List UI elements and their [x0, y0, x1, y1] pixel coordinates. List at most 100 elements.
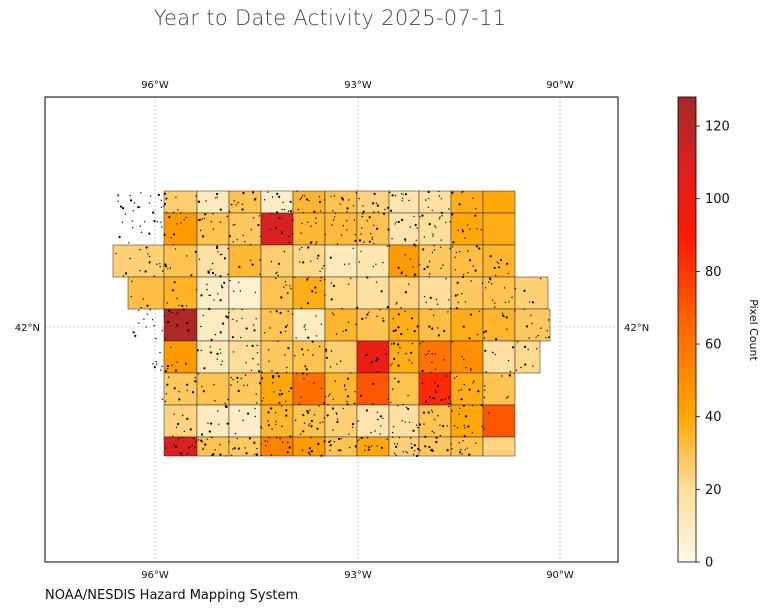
fire-point: [461, 293, 463, 295]
fire-point: [286, 366, 288, 369]
fire-point: [482, 331, 485, 334]
fire-point: [453, 377, 456, 379]
fire-point: [232, 318, 234, 320]
fire-point: [264, 440, 266, 442]
fire-point: [311, 241, 313, 243]
fire-point: [275, 272, 277, 275]
fire-point: [356, 440, 358, 442]
fire-point: [242, 191, 245, 195]
county-cell: [292, 276, 326, 310]
fire-point: [213, 384, 215, 386]
county-cell: [418, 190, 452, 214]
fire-point: [401, 271, 403, 273]
fire-point: [325, 356, 328, 359]
fire-point: [292, 219, 294, 222]
county-cell: [482, 436, 516, 457]
fire-point: [337, 437, 341, 441]
fire-point: [252, 357, 254, 360]
fire-point: [304, 324, 306, 326]
fire-point: [219, 331, 222, 334]
fire-point: [229, 210, 231, 213]
county-cell: [356, 308, 390, 342]
fire-point: [390, 364, 392, 366]
fire-point: [299, 199, 301, 201]
fire-point: [408, 359, 410, 361]
fire-point: [497, 262, 500, 265]
fire-point: [276, 437, 278, 439]
fire-point: [373, 192, 376, 195]
fire-point: [207, 271, 210, 274]
fire-point: [448, 396, 450, 398]
fire-point: [297, 208, 299, 211]
fire-point: [343, 385, 346, 387]
fire-point: [155, 337, 157, 340]
fire-point: [375, 281, 378, 283]
county-cell: [260, 308, 294, 342]
fire-point: [354, 445, 357, 448]
fire-point: [484, 287, 487, 289]
county-cell: [324, 212, 358, 246]
fire-point: [218, 423, 220, 425]
fire-point: [220, 284, 223, 287]
fire-point: [267, 191, 269, 193]
fire-point: [536, 348, 538, 350]
fire-point: [286, 451, 289, 454]
fire-point: [365, 354, 368, 357]
fire-point: [431, 411, 434, 413]
fire-point: [196, 289, 198, 291]
fire-point: [160, 369, 162, 371]
county-cell: [127, 276, 165, 310]
fire-point: [159, 263, 161, 265]
fire-point: [355, 192, 358, 194]
fire-point: [232, 351, 235, 353]
fire-point: [223, 257, 226, 260]
fire-point: [165, 447, 167, 449]
fire-point: [348, 263, 350, 265]
fire-point: [188, 447, 190, 449]
fire-point: [131, 280, 133, 282]
fire-point: [408, 421, 411, 424]
colorbar: 0 20 40 60 80 100 120 Pixel Count: [677, 96, 760, 571]
fire-point: [132, 210, 134, 212]
fire-point: [274, 226, 277, 230]
fire-point: [396, 301, 398, 304]
fire-point: [382, 317, 384, 319]
fire-point: [177, 209, 179, 211]
county-cell: [292, 244, 326, 278]
fire-point: [454, 294, 457, 297]
fire-point: [424, 445, 427, 448]
fire-point: [201, 218, 203, 220]
fire-point: [310, 450, 313, 453]
fire-point: [413, 243, 416, 246]
fire-point: [243, 384, 245, 387]
fire-point: [434, 353, 436, 355]
fire-point: [314, 286, 317, 289]
fire-point: [185, 363, 187, 365]
fire-point: [330, 282, 333, 284]
fire-point: [489, 278, 492, 281]
fire-point: [307, 246, 310, 249]
fire-point: [259, 235, 262, 238]
fire-point: [300, 232, 302, 234]
fire-point: [372, 403, 374, 405]
fire-point: [235, 204, 237, 206]
fire-point: [163, 233, 166, 236]
fire-point: [370, 232, 372, 235]
fire-point: [281, 392, 284, 395]
fire-point: [190, 274, 193, 277]
fire-point: [368, 216, 371, 219]
fire-point: [186, 322, 189, 325]
county-cell: [324, 244, 358, 278]
fire-point: [261, 377, 264, 380]
fire-point: [219, 453, 222, 456]
fire-point: [365, 317, 367, 319]
fire-point: [463, 358, 465, 361]
fire-point: [347, 321, 350, 323]
fire-point: [326, 414, 329, 417]
county-cell: [260, 244, 294, 278]
fire-point: [382, 417, 384, 419]
fire-point: [348, 283, 350, 285]
fire-point: [547, 319, 550, 321]
fire-point: [196, 349, 199, 352]
fire-point: [494, 302, 496, 304]
